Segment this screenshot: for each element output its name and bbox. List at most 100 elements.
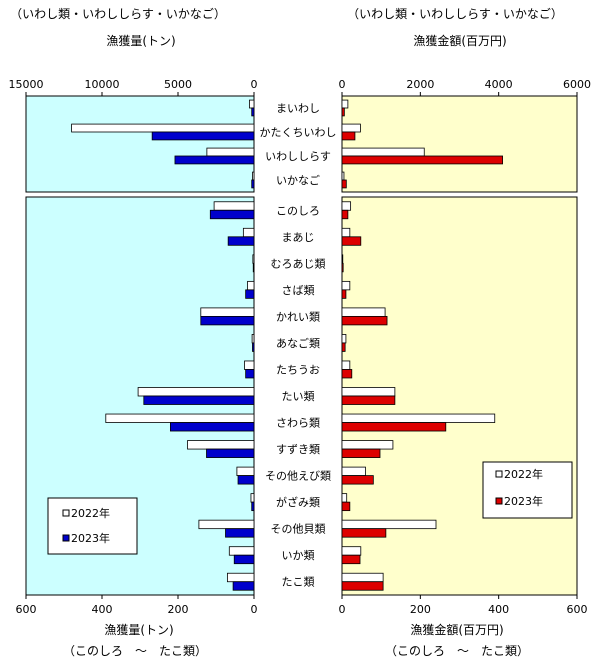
right-lower-bar-2022-5 — [341, 334, 347, 344]
right-top-tick-label-0: 0 — [339, 78, 346, 91]
category-label-lower-1: まあじ — [282, 231, 315, 244]
right-upper-bar-2023-0 — [341, 107, 345, 117]
right-legend: 2022年 2023年 — [482, 461, 573, 519]
left-upper-bar-2023-0 — [251, 107, 255, 117]
left-lower-bar-2023-13 — [233, 554, 255, 565]
left-legend-label-2022: 2022年 — [71, 506, 110, 520]
left-lower-bar-2023-3 — [245, 289, 255, 299]
left-lower-bar-2022-5 — [251, 334, 255, 344]
right-lower-bar-2022-3 — [341, 280, 351, 291]
right-top-tick-label-1: 2000 — [406, 78, 434, 91]
right-bottom-tick-label-3: 600 — [567, 603, 588, 616]
left-lower-bar-2022-12 — [198, 519, 255, 530]
left-lower-bar-2022-2 — [252, 254, 255, 264]
left-upper-bar-2022-0 — [249, 99, 255, 109]
right-bottom-axis-title: 漁獲金額(百万円) — [410, 622, 503, 637]
category-label-lower-4: かれい類 — [276, 310, 320, 323]
right-bottom-tick-label-0: 0 — [339, 603, 346, 616]
left-lower-bar-2023-2 — [252, 262, 255, 273]
left-legend-swatch-2023 — [62, 534, 70, 542]
left-lower-bar-2023-7 — [143, 395, 255, 405]
left-lower-bar-2022-10 — [236, 466, 255, 477]
right-upper-plot-area — [341, 95, 578, 193]
right-lower-bar-2022-8 — [341, 413, 496, 423]
category-label-lower-8: さわら類 — [276, 417, 320, 430]
right-lower-bar-2022-12 — [341, 519, 437, 530]
right-lower-bar-2022-1 — [341, 227, 351, 238]
right-lower-bar-2023-7 — [341, 395, 396, 405]
right-lower-bar-2023-11 — [341, 501, 351, 512]
left-lower-bar-2023-6 — [245, 369, 255, 379]
right-bottom-tick-label-1: 200 — [410, 603, 431, 616]
left-lower-bar-2022-11 — [250, 493, 255, 503]
left-lower-bar-2023-11 — [251, 501, 255, 512]
left-lower-bar-2022-9 — [187, 440, 255, 450]
left-upper-bar-2022-1 — [71, 123, 255, 133]
right-top-axis-title: 漁獲金額(百万円) — [413, 33, 506, 48]
left-top-tick-label-3: 0 — [251, 78, 258, 91]
category-label-lower-11: がざみ類 — [276, 495, 320, 509]
right-lower-bar-2023-6 — [341, 369, 353, 379]
right-lower-bar-2023-3 — [341, 289, 347, 299]
right-bottom-note: （このしろ ～ たこ類） — [385, 644, 529, 658]
left-legend-box — [47, 497, 138, 555]
right-lower-bar-2023-2 — [341, 262, 344, 273]
left-bottom-tick-label-3: 0 — [251, 603, 258, 616]
category-label-lower-14: たこ類 — [282, 576, 315, 589]
left-upper-bar-2022-2 — [206, 147, 255, 157]
left-lower-bar-2023-1 — [227, 236, 255, 246]
right-upper-bar-2022-2 — [341, 147, 425, 157]
right-top-tick-label-3: 6000 — [563, 78, 591, 91]
category-label-upper-3: いかなご — [276, 173, 320, 187]
category-label-lower-2: むろあじ類 — [271, 257, 326, 270]
category-label-upper-2: いわししらす — [265, 150, 331, 163]
left-lower-bar-2022-6 — [244, 360, 255, 370]
left-lower-bar-2022-7 — [137, 387, 255, 397]
right-lower-bar-2022-14 — [341, 572, 384, 583]
right-upper-bar-2022-0 — [341, 99, 349, 109]
right-lower-bar-2023-0 — [341, 209, 349, 220]
left-bottom-note: （このしろ ～ たこ類） — [63, 644, 207, 658]
right-lower-bar-2022-10 — [341, 466, 366, 477]
left-top-tick-label-1: 10000 — [85, 78, 120, 91]
right-bottom-tick-label-2: 400 — [488, 603, 509, 616]
category-label-lower-7: たい類 — [282, 390, 315, 403]
right-lower-bar-2022-9 — [341, 440, 394, 450]
left-lower-bar-2023-12 — [225, 528, 255, 538]
left-lower-bar-2023-0 — [209, 209, 255, 220]
right-lower-bar-2022-11 — [341, 493, 348, 503]
left-upper-bar-2023-2 — [174, 155, 255, 165]
left-bottom-tick-label-0: 600 — [16, 603, 37, 616]
right-lower-bar-2022-0 — [341, 201, 352, 211]
category-label-lower-5: あなご類 — [276, 336, 320, 350]
category-label-lower-0: このしろ — [276, 204, 320, 217]
left-lower-bar-2022-0 — [213, 201, 255, 211]
right-lower-bar-2022-2 — [341, 254, 344, 264]
left-bottom-tick-label-1: 400 — [92, 603, 113, 616]
right-legend-label-2022: 2022年 — [504, 467, 543, 481]
left-upper-bar-2022-3 — [252, 171, 255, 181]
left-bottom-axis-title: 漁獲量(トン) — [104, 623, 173, 637]
left-lower-bar-2023-9 — [206, 448, 255, 458]
left-lower-bar-2022-1 — [242, 227, 255, 238]
left-lower-bar-2022-14 — [226, 572, 255, 583]
right-lower-bar-2022-13 — [341, 546, 362, 556]
right-lower-bar-2023-10 — [341, 475, 374, 485]
right-lower-bar-2023-4 — [341, 315, 388, 326]
right-lower-bar-2023-5 — [341, 342, 346, 352]
left-lower-bar-2023-14 — [232, 581, 255, 591]
right-upper-bar-2023-2 — [341, 155, 503, 165]
right-legend-swatch-2022 — [495, 470, 503, 478]
left-lower-bar-2023-5 — [252, 342, 255, 352]
left-lower-bar-2022-8 — [105, 413, 255, 423]
category-label-upper-0: まいわし — [276, 102, 320, 115]
left-lower-bar-2022-3 — [247, 280, 255, 291]
right-upper-bar-2023-1 — [341, 131, 356, 141]
category-label-lower-12: その他貝類 — [271, 523, 326, 536]
right-top-tick-label-2: 4000 — [485, 78, 513, 91]
left-legend-swatch-2022 — [62, 509, 70, 517]
category-label-lower-3: さば類 — [282, 284, 315, 297]
right-legend-label-2023: 2023年 — [504, 494, 543, 508]
left-top-tick-label-2: 5000 — [164, 78, 192, 91]
